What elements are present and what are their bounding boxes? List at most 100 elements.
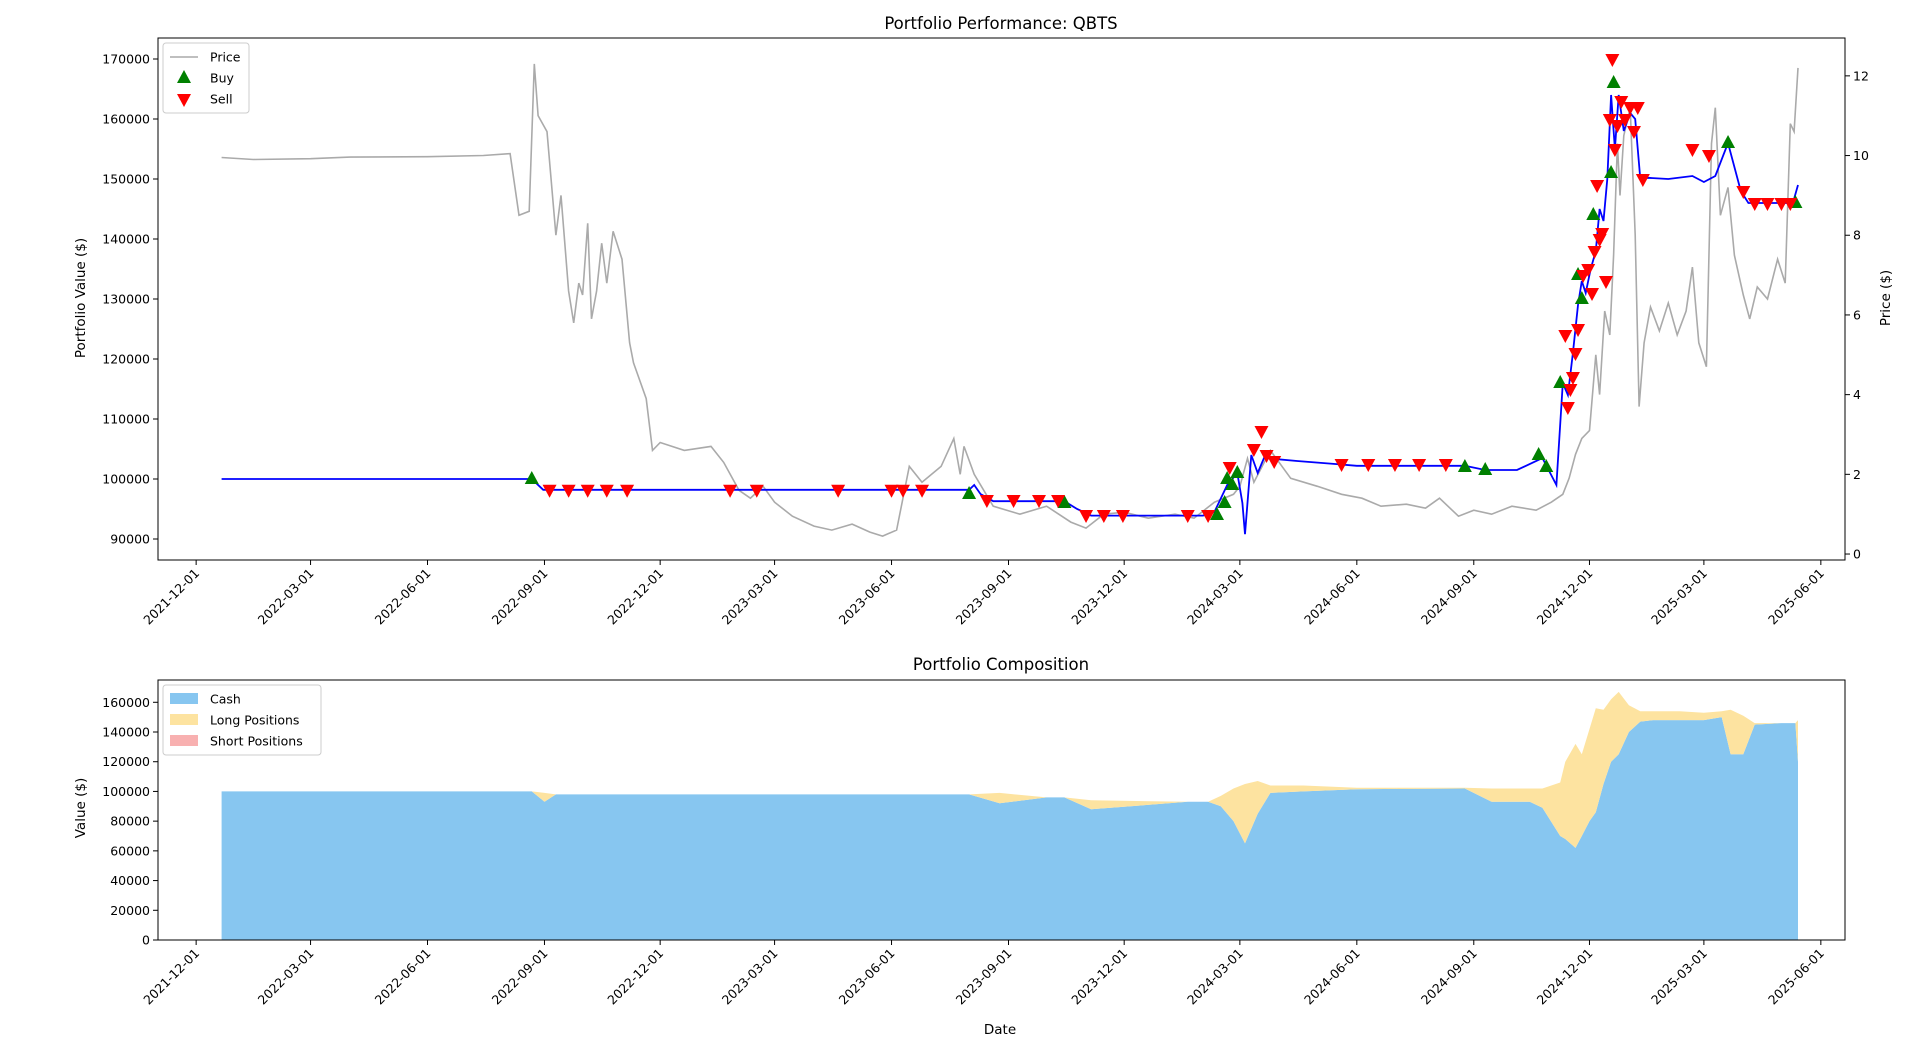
x-tick-label: 2022-12-01 bbox=[604, 566, 666, 628]
sell-marker bbox=[1558, 330, 1573, 343]
x-tick-label: 2024-09-01 bbox=[1418, 946, 1480, 1008]
sell-marker bbox=[1630, 102, 1645, 115]
sell-marker bbox=[1783, 198, 1798, 211]
sell-marker bbox=[1635, 174, 1650, 187]
sell-marker bbox=[979, 495, 994, 508]
y2-tick-label: 8 bbox=[1853, 228, 1861, 243]
y-tick-label: 140000 bbox=[102, 725, 150, 740]
buy-marker bbox=[1209, 507, 1224, 520]
sell-marker bbox=[1585, 288, 1600, 301]
sell-marker bbox=[1334, 459, 1349, 472]
y2-tick-label: 4 bbox=[1853, 387, 1861, 402]
composition-x-label: Date bbox=[984, 1022, 1016, 1038]
buy-marker bbox=[1539, 459, 1554, 472]
sell-marker bbox=[1051, 495, 1066, 508]
sell-marker bbox=[1605, 54, 1620, 67]
y-tick-label: 40000 bbox=[110, 873, 150, 888]
x-tick-label: 2022-06-01 bbox=[372, 566, 434, 628]
sell-marker bbox=[915, 484, 930, 498]
y-tick-label: 110000 bbox=[102, 412, 150, 427]
sell-marker bbox=[1774, 198, 1789, 211]
x-tick-label: 2023-12-01 bbox=[1068, 946, 1130, 1008]
sell-marker bbox=[1115, 510, 1130, 523]
sell-marker bbox=[1571, 324, 1586, 337]
sell-marker bbox=[1685, 144, 1700, 157]
composition-chart: Portfolio Composition Value ($) Date 020… bbox=[73, 655, 1846, 1038]
sell-marker bbox=[1201, 510, 1216, 523]
sell-marker bbox=[749, 484, 764, 498]
x-tick-label: 2025-06-01 bbox=[1765, 566, 1827, 628]
sell-marker bbox=[1096, 510, 1111, 523]
sell-marker bbox=[1581, 264, 1596, 277]
x-tick-label: 2023-06-01 bbox=[836, 566, 898, 628]
performance-plot-area: 90000 100000 110000 120000 130000 140000 15000… bbox=[102, 37, 1869, 628]
y-tick-label: 160000 bbox=[102, 695, 150, 710]
sell-marker bbox=[1736, 186, 1751, 199]
y-tick-label: 0 bbox=[142, 933, 150, 948]
y-tick-label: 140000 bbox=[102, 232, 150, 247]
buy-marker bbox=[1225, 477, 1240, 490]
buy-marker bbox=[1230, 465, 1245, 478]
sell-marker bbox=[1602, 114, 1617, 127]
x-tick-label: 2024-06-01 bbox=[1301, 946, 1363, 1008]
sell-marker bbox=[1222, 462, 1237, 475]
sell-marker bbox=[1618, 114, 1633, 127]
sell-marker bbox=[1760, 198, 1775, 211]
x-tick-label: 2023-09-01 bbox=[953, 566, 1015, 628]
performance-y2-label: Price ($) bbox=[1878, 270, 1894, 326]
performance-y-label: Portfolio Value ($) bbox=[73, 238, 89, 358]
legend-label: Sell bbox=[210, 92, 233, 107]
x-tick-label: 2025-03-01 bbox=[1648, 946, 1710, 1008]
x-tick-label: 2022-03-01 bbox=[255, 946, 317, 1008]
x-tick-label: 2022-09-01 bbox=[489, 946, 551, 1008]
sell-marker bbox=[895, 484, 910, 498]
x-tick-label: 2022-12-01 bbox=[604, 946, 666, 1008]
buy-marker bbox=[1531, 447, 1546, 460]
x-tick-label: 2023-03-01 bbox=[719, 566, 781, 628]
sell-marker bbox=[599, 484, 614, 498]
composition-y-label: Value ($) bbox=[73, 778, 89, 839]
y2-tick-label: 2 bbox=[1853, 467, 1861, 482]
composition-chart-title: Portfolio Composition bbox=[913, 655, 1089, 674]
x-tick-label: 2023-03-01 bbox=[719, 946, 781, 1008]
buy-marker bbox=[1553, 375, 1568, 388]
y2-tick-label: 6 bbox=[1853, 307, 1861, 322]
composition-legend: Cash Long Positions Short Positions bbox=[162, 684, 322, 756]
x-tick-label: 2024-12-01 bbox=[1534, 946, 1596, 1008]
sell-marker bbox=[1595, 228, 1610, 241]
sell-marker bbox=[723, 484, 738, 498]
x-tick-label: 2024-03-01 bbox=[1184, 566, 1246, 628]
x-tick-label: 2024-06-01 bbox=[1301, 566, 1363, 628]
sell-marker bbox=[580, 484, 595, 498]
sell-marker bbox=[1701, 150, 1716, 163]
sell-marker bbox=[1560, 402, 1575, 415]
sell-marker bbox=[1079, 510, 1094, 523]
x-tick-label: 2021-12-01 bbox=[140, 946, 202, 1008]
buy-marker bbox=[1574, 291, 1589, 304]
buy-marker bbox=[1217, 495, 1232, 508]
x-tick-label: 2025-03-01 bbox=[1648, 566, 1710, 628]
y-tick-label: 20000 bbox=[110, 903, 150, 918]
x-tick-label: 2022-09-01 bbox=[489, 566, 551, 628]
sell-marker bbox=[1412, 459, 1427, 472]
sell-marker bbox=[1180, 510, 1195, 523]
y2-tick-label: 0 bbox=[1853, 547, 1861, 562]
sell-marker bbox=[1587, 246, 1602, 259]
buy-marker bbox=[524, 471, 539, 484]
sell-marker bbox=[1267, 456, 1282, 469]
x-tick-label: 2022-03-01 bbox=[255, 566, 317, 628]
composition-plot-frame bbox=[157, 679, 1846, 941]
sell-marker bbox=[1387, 459, 1402, 472]
legend-swatch bbox=[170, 693, 198, 704]
legend-swatch bbox=[170, 714, 198, 725]
legend-label: Long Positions bbox=[210, 713, 299, 728]
y-tick-label: 100000 bbox=[102, 472, 150, 487]
sell-marker bbox=[1565, 372, 1580, 385]
sell-marker bbox=[1568, 348, 1583, 361]
cash-area bbox=[221, 717, 1799, 940]
price-line bbox=[221, 63, 1799, 537]
buy-marker bbox=[1057, 495, 1072, 508]
sell-marker bbox=[1626, 126, 1641, 139]
sell-marker bbox=[1361, 459, 1376, 472]
